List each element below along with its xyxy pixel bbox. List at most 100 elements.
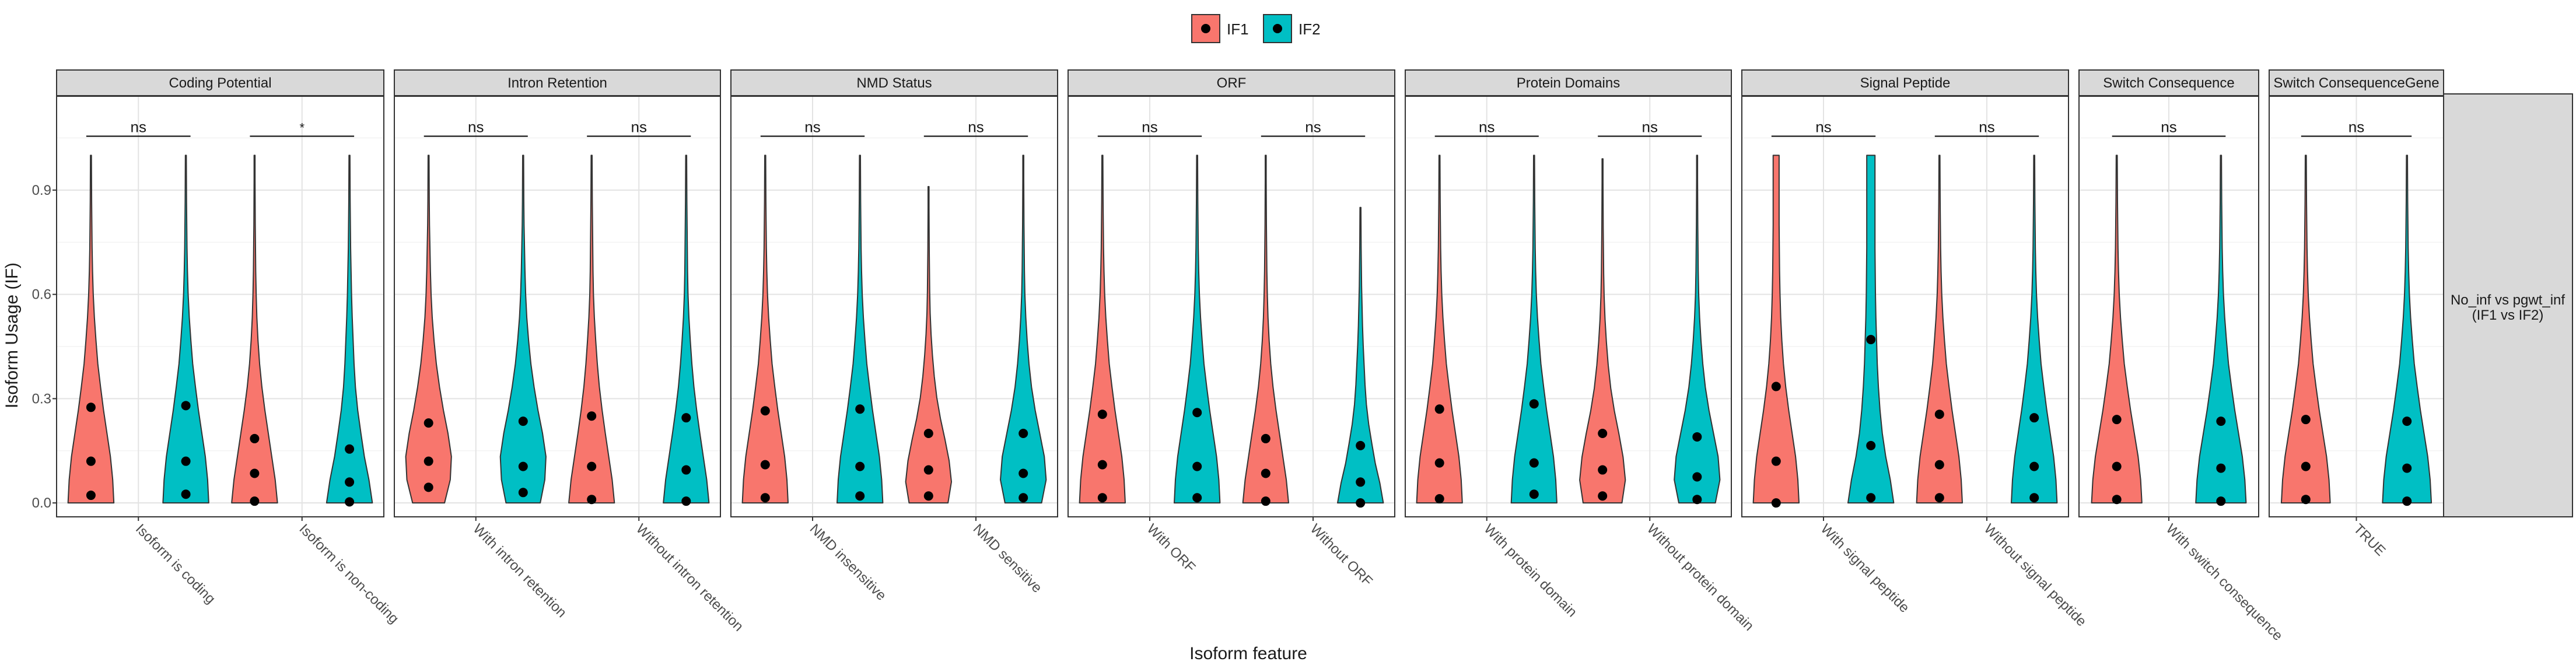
significance-label: ns [131,118,146,136]
right-strip-label-line2: (IF1 vs IF2) [2472,307,2544,323]
facet-strip [1068,69,1395,96]
x-tick-label: With protein domain [1481,521,1580,620]
violin-if2 [1674,155,1721,504]
quantile-point [1261,468,1270,478]
quantile-point [2301,495,2311,505]
facet-strip-label: Signal Peptide [1860,75,1951,91]
quantile-point [1356,498,1366,508]
x-tick-label: NMD sensitive [970,521,1045,596]
x-tick-label: TRUE [2350,521,2388,559]
quantile-point [86,456,96,466]
facet-strip [394,69,721,96]
y-tick-label: 0.0 [32,495,51,511]
right-strip-box [2443,93,2573,517]
significance-label: ns [1979,118,1994,136]
quantile-point [1192,493,1202,503]
quantile-point [1692,432,1702,442]
violin-if1 [231,155,278,504]
legend-dot-if1 [1201,24,1210,33]
quantile-point [2029,493,2039,503]
quantile-point [1356,440,1366,450]
facet-strip [1405,69,1732,96]
violin-if1 [2280,155,2331,504]
facet-panel: NMD Status ns NMD insensitive ns NMD sensiti… [730,69,1058,604]
quantile-point [681,496,691,506]
quantile-point [1434,458,1444,468]
y-tick-label: 0.6 [32,287,51,303]
violin-if1 [1079,155,1126,504]
quantile-point [1261,433,1270,443]
quantile-point [923,465,933,475]
x-tick-label: Without protein domain [1644,521,1757,634]
facet-panel: Switch ConsequenceGene ns TRUE [2269,69,2444,559]
quantile-point [424,418,433,428]
quantile-point [518,461,528,471]
quantile-point [1598,491,1608,501]
panel-border [1741,96,2069,517]
quantile-point [1097,410,1107,419]
quantile-point [1866,493,1876,503]
quantile-point [587,461,597,471]
quantile-point [855,491,865,501]
quantile-point [1771,456,1781,466]
quantile-point [1598,428,1608,438]
x-tick-label: Isoform is coding [132,521,218,607]
right-strip-label-line1: No_inf vs pgwt_inf [2451,292,2565,308]
facet-strip [2078,69,2259,96]
significance-label: ns [631,118,647,136]
quantile-point [345,497,355,507]
quantile-point [1529,489,1539,499]
violin-if2 [836,155,884,504]
violin-if2 [326,155,373,504]
quantile-point [1692,472,1702,482]
quantile-point [345,477,355,487]
quantile-point [250,433,260,443]
facet-panel: Protein Domains ns With protein domain ns Wi… [1405,69,1757,634]
panel-background [731,96,1058,517]
violin-if2 [663,155,710,504]
x-axis-title: Isoform feature [1189,644,1307,663]
x-tick-label: With intron retention [470,521,570,621]
facet-strip-label: Switch Consequence [2103,75,2234,91]
quantile-point [681,413,691,423]
violin-if1 [67,155,115,504]
facet-strip-label: NMD Status [856,75,932,91]
significance-label: ns [1142,118,1157,136]
x-tick-label: With ORF [1144,521,1199,576]
facet-panel: ORF ns With ORF ns Without ORF [1068,69,1395,589]
quantile-point [181,401,191,411]
x-tick-label: NMD insensitive [807,521,890,604]
violin-if1 [741,155,789,504]
legend: IF1 IF2 [1191,14,1321,43]
violin-if2 [2011,155,2058,504]
quantile-point [2029,461,2039,471]
quantile-point [1434,404,1444,414]
quantile-point [1529,458,1539,468]
quantile-point [2301,461,2311,471]
facet-strip [730,69,1058,96]
violin-if2 [1000,155,1047,504]
quantile-point [1192,461,1202,471]
legend-dot-if2 [1273,24,1282,33]
x-tick-label: With switch consequence [2163,521,2286,644]
quantile-point [1692,495,1702,505]
y-tick-label: 0.9 [32,183,51,198]
violin-if1 [1752,155,1800,504]
quantile-point [2112,461,2122,471]
violin-if2 [1510,155,1558,504]
quantile-point [587,495,597,505]
quantile-point [2029,413,2039,423]
panel-background [1405,96,1731,517]
violin-if1 [405,155,452,504]
quantile-point [2402,463,2412,473]
quantile-point [2112,495,2122,505]
significance-label: ns [968,118,984,136]
significance-label: ns [2348,118,2364,136]
facet-panels: Coding Potential ns Isoform is coding * Isof… [56,69,2444,644]
quantile-point [1097,460,1107,470]
quantile-point [424,456,433,466]
violin-if1 [2091,155,2143,504]
quantile-point [855,404,865,414]
quantile-point [1771,498,1781,508]
